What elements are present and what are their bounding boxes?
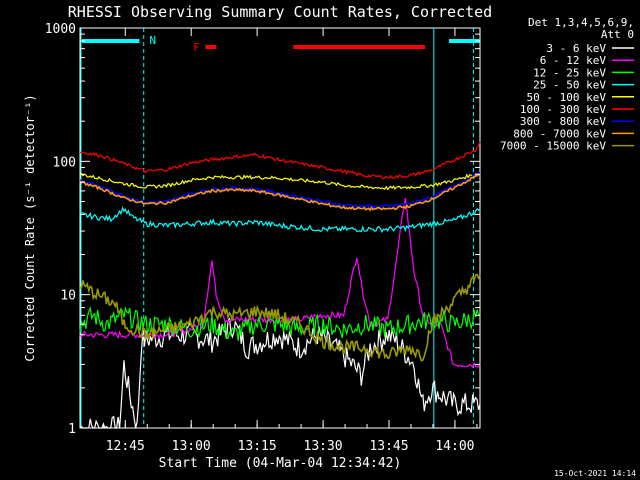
legend-header-0: Det 1,3,4,5,6,9, xyxy=(528,16,634,29)
x-tick-label-1: 13:00 xyxy=(172,439,211,454)
y-tick-label-2: 100 xyxy=(53,155,76,170)
legend-label-4: 50 - 100 keV xyxy=(527,91,607,104)
x-tick-label-5: 14:00 xyxy=(435,439,474,454)
legend-label-8: 7000 - 15000 keV xyxy=(500,140,606,153)
y-tick-label-0: 1 xyxy=(68,422,76,437)
legend-header-1: Att 0 xyxy=(601,28,634,41)
series-layer xyxy=(79,141,481,430)
legend-label-7: 800 - 7000 keV xyxy=(513,127,606,140)
series-12to25keV-line xyxy=(79,306,481,341)
legend-label-3: 25 - 50 keV xyxy=(533,79,606,92)
chart-title: RHESSI Observing Summary Count Rates, Co… xyxy=(68,3,492,21)
time-markers xyxy=(80,28,474,428)
series-100to300keV-line xyxy=(79,141,481,180)
y-tick-label-3: 1000 xyxy=(45,22,76,37)
series-7000to15000keV-line xyxy=(79,273,481,362)
legend-label-0: 3 - 6 keV xyxy=(546,42,606,55)
x-tick-label-3: 13:30 xyxy=(304,439,343,454)
y-axis: 1 10 100 1000 xyxy=(45,22,480,437)
series-25to50keV-line xyxy=(79,206,481,234)
top-label-N: N xyxy=(149,34,156,47)
orbit-bars: NF xyxy=(82,34,480,54)
top-label-F: F xyxy=(193,41,200,54)
x-tick-label-4: 13:45 xyxy=(369,439,408,454)
plot-frame xyxy=(79,27,481,429)
legend-label-2: 12 - 25 keV xyxy=(533,66,606,79)
series-800to7000keV-line xyxy=(79,173,481,212)
x-tick-label-0: 12:45 xyxy=(106,439,145,454)
x-axis: 12:45 13:00 13:15 13:30 13:45 14:00 xyxy=(102,28,478,454)
legend-label-1: 6 - 12 keV xyxy=(540,54,607,67)
x-axis-label: Start Time (04-Mar-04 12:34:42) xyxy=(159,456,402,471)
footer-date: 15-Oct-2021 14:14 xyxy=(554,469,636,478)
legend-label-6: 300 - 800 keV xyxy=(520,115,606,128)
y-axis-label: Corrected Count Rate (s⁻¹ detector⁻¹) xyxy=(23,94,37,361)
legend-label-5: 100 - 300 keV xyxy=(520,103,606,116)
series-50to100keV-line xyxy=(79,172,480,191)
y-tick-label-1: 10 xyxy=(60,289,76,304)
x-tick-label-2: 13:15 xyxy=(238,439,277,454)
